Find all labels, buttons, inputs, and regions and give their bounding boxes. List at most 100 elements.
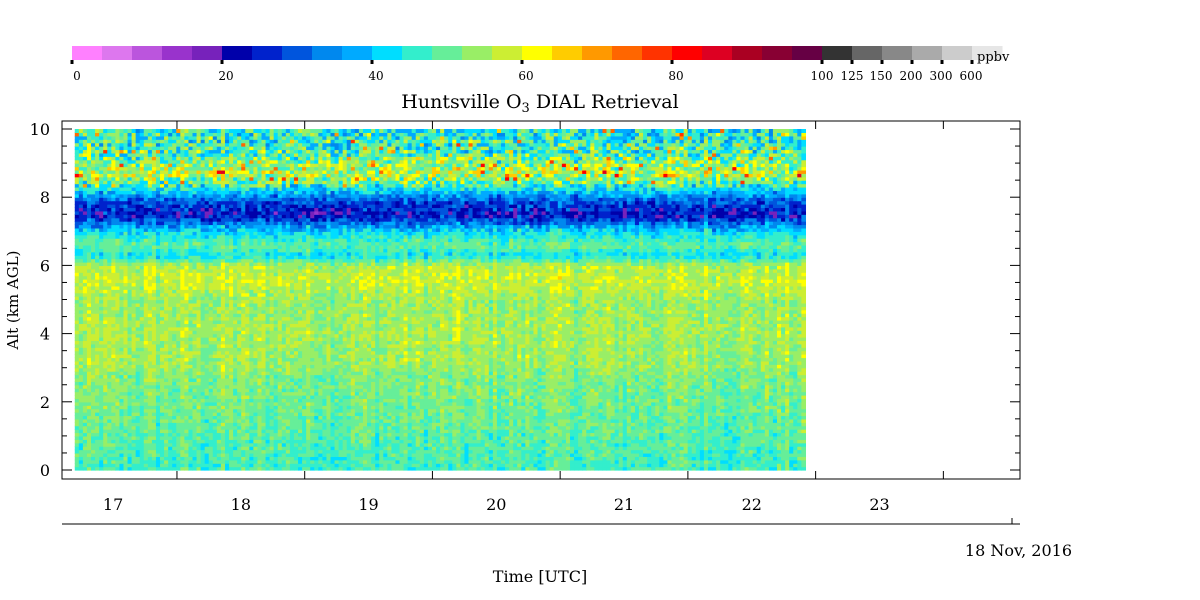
heatmap-cell — [610, 442, 616, 447]
heatmap-cell — [131, 429, 137, 434]
heatmap-cell — [168, 381, 173, 386]
heatmap-cell — [606, 412, 612, 417]
heatmap-cell — [444, 429, 449, 434]
heatmap-cell — [772, 394, 778, 399]
heatmap-cell — [387, 381, 392, 386]
heatmap-cell — [448, 446, 453, 451]
heatmap-cell — [261, 398, 267, 403]
heatmap-cell — [379, 377, 384, 382]
heatmap-cell — [358, 459, 364, 464]
heatmap-cell — [306, 442, 311, 447]
heatmap-cell — [691, 456, 697, 461]
heatmap-cell — [675, 381, 681, 386]
heatmap-cell — [245, 388, 250, 393]
heatmap-cell — [553, 463, 559, 468]
heatmap-cell — [188, 425, 194, 430]
heatmap-cell — [298, 446, 303, 451]
heatmap-cell — [115, 398, 121, 403]
heatmap-cell — [208, 449, 214, 454]
heatmap-cell — [224, 442, 230, 447]
heatmap-cell — [362, 388, 368, 393]
heatmap-cell — [318, 446, 323, 451]
heatmap-cell — [180, 429, 185, 434]
heatmap-cell — [237, 459, 242, 464]
heatmap-cell — [135, 435, 141, 440]
heatmap-cell — [748, 388, 754, 393]
heatmap-cell — [371, 384, 376, 389]
heatmap-cell — [756, 405, 762, 410]
heatmap-cell — [354, 442, 360, 447]
heatmap-cell — [797, 412, 802, 417]
heatmap-cell — [367, 415, 372, 420]
heatmap-cell — [269, 384, 275, 389]
heatmap-cell — [582, 388, 587, 393]
heatmap-cell — [460, 415, 466, 420]
heatmap-cell — [326, 412, 332, 417]
heatmap-cell — [196, 429, 202, 434]
heatmap-cell — [269, 381, 275, 386]
heatmap-cell — [172, 422, 177, 427]
heatmap-cell — [655, 408, 660, 413]
heatmap-cell — [707, 459, 713, 464]
heatmap-cell — [647, 435, 652, 440]
heatmap-cell — [707, 405, 713, 410]
heatmap-cell — [557, 432, 563, 437]
heatmap-cell — [732, 429, 737, 434]
heatmap-cell — [578, 391, 583, 396]
heatmap-cell — [764, 456, 770, 461]
heatmap-cell — [464, 449, 470, 454]
heatmap-cell — [172, 394, 177, 399]
heatmap-cell — [261, 394, 267, 399]
heatmap-cell — [781, 446, 786, 451]
colorbar: 0 20 40 60 80 100 125 150 200 300 600 ppbv — [70, 46, 1010, 83]
heatmap-cell — [736, 401, 742, 406]
heatmap-cell — [160, 442, 165, 447]
heatmap-cell — [147, 425, 153, 430]
heatmap-cell — [184, 456, 190, 461]
heatmap-cell — [237, 452, 242, 457]
heatmap-cell — [614, 456, 620, 461]
heatmap-cell — [724, 446, 729, 451]
heatmap-cell — [306, 384, 311, 389]
heatmap-cell — [776, 384, 782, 389]
heatmap-cell — [529, 466, 535, 471]
heatmap-cell — [460, 422, 466, 427]
heatmap-cell — [257, 459, 263, 464]
heatmap-cell — [411, 405, 417, 410]
heatmap-cell — [387, 401, 392, 406]
heatmap-cell — [594, 429, 599, 434]
heatmap-cell — [180, 388, 185, 393]
colorbar-cell — [882, 46, 913, 60]
heatmap-cell — [440, 415, 445, 420]
heatmap-cell — [517, 381, 522, 386]
heatmap-cell — [582, 391, 587, 396]
heatmap-cell — [598, 418, 604, 423]
heatmap-cell — [460, 418, 466, 423]
heatmap-cell — [338, 374, 344, 379]
heatmap-cell — [647, 459, 652, 464]
heatmap-cell — [582, 381, 587, 386]
heatmap-cell — [776, 425, 782, 430]
heatmap-cell — [602, 418, 608, 423]
heatmap-cell — [184, 463, 190, 468]
heatmap-cell — [537, 415, 543, 420]
heatmap-cell — [415, 425, 421, 430]
heatmap-cell — [569, 456, 575, 461]
heatmap-cell — [500, 415, 506, 420]
heatmap-cell — [237, 466, 242, 471]
heatmap-cell — [772, 432, 778, 437]
heatmap-cell — [326, 388, 332, 393]
heatmap-cell — [103, 459, 108, 464]
heatmap-cell — [797, 442, 802, 447]
heatmap-cell — [626, 401, 632, 406]
heatmap-cell — [395, 415, 401, 420]
heatmap-cell — [407, 418, 413, 423]
heatmap-cell — [622, 377, 628, 382]
heatmap-cell — [476, 412, 482, 417]
heatmap-cell — [306, 415, 311, 420]
heatmap-cell — [695, 398, 701, 403]
heatmap-cell — [659, 442, 664, 447]
heatmap-cell — [115, 377, 121, 382]
heatmap-cell — [155, 463, 161, 468]
heatmap-cell — [752, 439, 758, 444]
